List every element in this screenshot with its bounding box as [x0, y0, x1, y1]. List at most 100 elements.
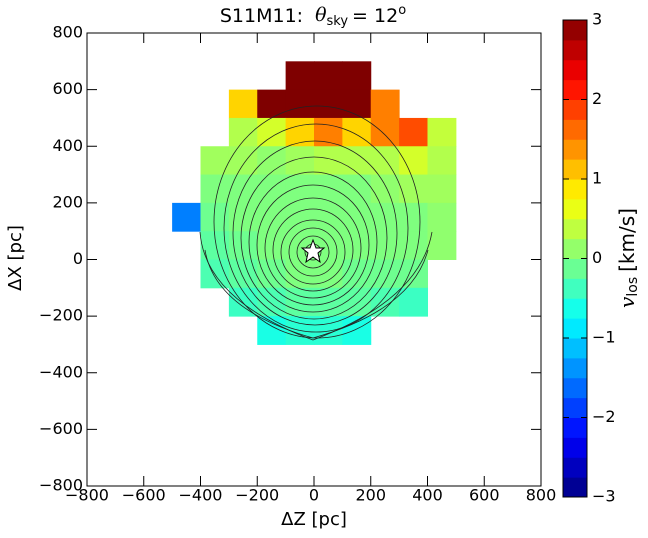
cell [285, 89, 315, 119]
title-subscript: sky [327, 14, 349, 29]
colorbar-band [563, 417, 587, 438]
title-symbol: θ [315, 4, 327, 26]
colorbar-band [563, 357, 587, 379]
contour [232, 140, 398, 326]
cell [427, 174, 457, 204]
colorbar-band [563, 258, 587, 279]
y-tick-label: 0 [73, 249, 83, 268]
cell [285, 174, 315, 204]
colorbar-band [563, 79, 587, 100]
contour [240, 156, 388, 320]
cell [285, 202, 315, 232]
title-superscript: o [398, 3, 406, 18]
cell [314, 174, 343, 204]
cell [399, 174, 428, 204]
title-rest: = 12 [352, 5, 398, 27]
cell [342, 231, 372, 260]
title-prefix: S11M11: [220, 5, 303, 27]
cell [427, 117, 457, 147]
x-tick-label: 0 [309, 486, 319, 505]
colorbar-band [563, 377, 587, 399]
colorbar-band [563, 139, 587, 160]
y-tick-label: 800 [52, 23, 83, 42]
x-tick-label: 200 [355, 486, 386, 505]
contours [199, 105, 433, 341]
colorbar-band [563, 20, 587, 41]
cell [370, 259, 400, 289]
colorbar-band [563, 198, 587, 220]
cell [342, 89, 372, 119]
colorbar-band [563, 218, 587, 240]
chart-title: S11M11: θsky = 12o [220, 3, 406, 29]
contour [296, 235, 330, 269]
y-tick-label: −600 [39, 419, 83, 438]
cell [257, 316, 287, 345]
cell [370, 174, 400, 204]
cell [285, 117, 315, 147]
cell [399, 117, 428, 147]
cell [257, 146, 287, 176]
x-axis-label: ΔZ [pc] [281, 509, 347, 530]
cell [314, 202, 343, 232]
colorbar-band [563, 179, 587, 200]
cell [399, 202, 428, 232]
colorbar-band [563, 298, 587, 319]
colorbar-band [563, 119, 587, 140]
colorbar-tick-label: 2 [592, 89, 602, 108]
colorbar-band [563, 477, 587, 498]
colorbar-symbol: v [615, 296, 639, 308]
colorbar-band [563, 159, 587, 180]
cell [257, 117, 287, 147]
y-tick-label: −200 [39, 306, 83, 325]
cell [314, 259, 343, 289]
cell [200, 174, 230, 204]
y-axis-label: ΔX [pc] [5, 225, 26, 291]
colorbar-tick-label: −2 [592, 407, 616, 426]
colorbar-tick-label: 3 [592, 10, 602, 29]
y-tick-label: 200 [52, 192, 83, 211]
cell [370, 202, 400, 232]
x-tick-label: 400 [412, 486, 443, 505]
cell [228, 146, 258, 176]
x-tick-label: −600 [122, 486, 166, 505]
colorbar-band [563, 338, 587, 359]
cell [427, 231, 457, 260]
colorbar-band [563, 278, 587, 299]
cell [285, 146, 315, 176]
cell [314, 146, 343, 176]
colorbar-band [563, 39, 587, 61]
contour [256, 184, 370, 306]
contour [223, 123, 409, 333]
colorbar-tick-label: 0 [592, 248, 602, 267]
colorbar-band [563, 318, 587, 339]
colorbar-tick-label: −3 [592, 487, 616, 506]
contour [213, 105, 421, 339]
x-tick-label: −200 [235, 486, 279, 505]
cell [228, 117, 258, 147]
cell [342, 61, 372, 91]
cell [399, 287, 428, 317]
colorbar-band [563, 99, 587, 120]
cell [314, 316, 343, 345]
colorbar-band [563, 457, 587, 478]
cell [172, 202, 201, 232]
cell [370, 89, 400, 119]
y-tick-label: −400 [39, 362, 83, 381]
contour [272, 208, 354, 292]
cell [399, 146, 428, 176]
y-tick-label: 400 [52, 136, 83, 155]
colorbar-tick-label: 1 [592, 169, 602, 188]
y-tick-label: 600 [52, 79, 83, 98]
cell [370, 146, 400, 176]
map [172, 61, 457, 345]
cell [228, 89, 258, 119]
cell [342, 174, 372, 204]
x-tick-label: 600 [469, 486, 500, 505]
colorbar-unit: [km/s] [615, 208, 639, 272]
colorbar-band [563, 238, 587, 259]
contour [204, 249, 429, 339]
cell [427, 202, 457, 232]
colorbar-subscript: los [625, 277, 641, 297]
cell [285, 61, 315, 91]
